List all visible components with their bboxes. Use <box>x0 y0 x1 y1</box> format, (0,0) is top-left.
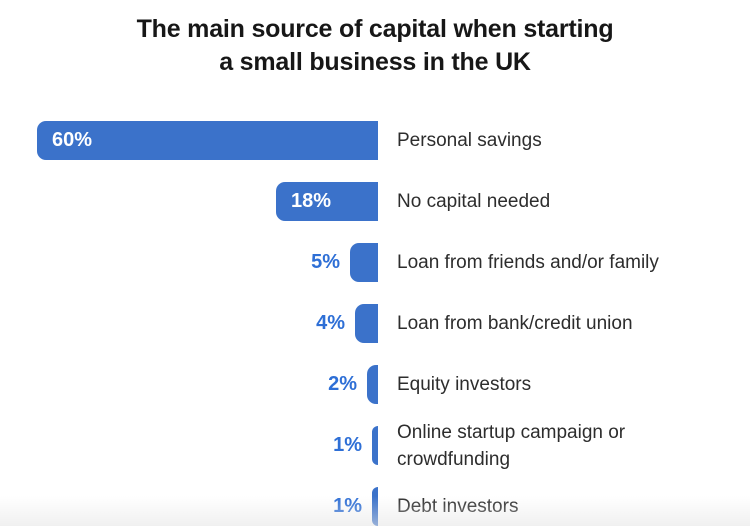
value-label: 5% <box>311 251 340 273</box>
value-label: 1% <box>333 434 362 456</box>
value-label: 60% <box>52 129 93 151</box>
bar-track: 18% <box>37 182 378 221</box>
category-label: Equity investors <box>397 374 532 395</box>
bar <box>355 304 378 343</box>
chart-title: The main source of capital when starting… <box>0 0 750 79</box>
category-label: No capital needed <box>397 191 551 212</box>
bar-row: 1% Online startup campaign or crowdfundin… <box>0 422 750 470</box>
bar-row: 5% Loan from friends and/or family <box>0 243 750 282</box>
category-label: Loan from friends and/or family <box>397 252 659 273</box>
value-label: 18% <box>291 190 332 212</box>
bar-track: 2% <box>37 365 378 404</box>
category-label: Debt investors <box>397 496 519 517</box>
bar-row: 60% Personal savings <box>0 121 750 160</box>
chart-title-line1: The main source of capital when starting <box>136 15 614 43</box>
bar: 18% <box>276 182 378 221</box>
bar: 60% <box>37 121 378 160</box>
bar-row: 1% Debt investors <box>0 487 750 526</box>
bar-track: 1% <box>37 426 378 465</box>
chart-title-line2: a small business in the UK <box>219 48 531 76</box>
category-label: Personal savings <box>397 130 542 151</box>
bar-track: 1% <box>37 487 378 526</box>
bar-chart: 60% Personal savings 18% No capital needed 5… <box>0 121 750 526</box>
category-label: Online startup campaign or crowdfunding <box>397 421 626 470</box>
bar <box>372 487 378 526</box>
bar <box>350 243 378 282</box>
bar-row: 18% No capital needed <box>0 182 750 221</box>
bar-track: 60% <box>37 121 378 160</box>
bar-track: 5% <box>37 243 378 282</box>
bar-row: 2% Equity investors <box>0 365 750 404</box>
value-label: 2% <box>328 373 357 395</box>
value-label: 1% <box>333 495 362 517</box>
bar-row: 4% Loan from bank/credit union <box>0 304 750 343</box>
category-label: Loan from bank/credit union <box>397 313 633 334</box>
bar <box>367 365 378 404</box>
bar <box>372 426 378 465</box>
value-label: 4% <box>316 312 345 334</box>
bar-track: 4% <box>37 304 378 343</box>
